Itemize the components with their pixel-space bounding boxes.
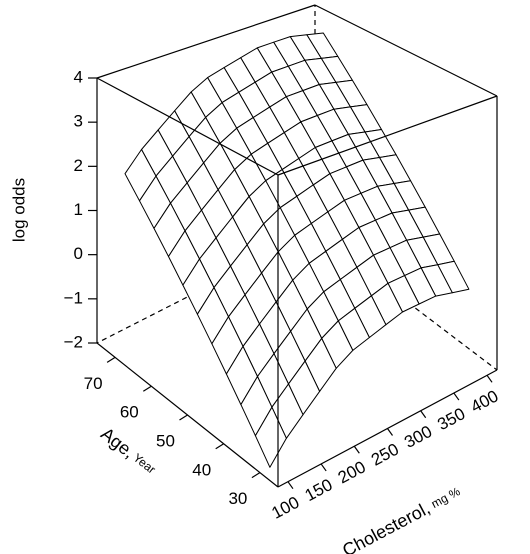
- box-edge: [96, 4, 316, 79]
- z-axis-label: log odds: [9, 178, 28, 242]
- x-axis-label-unit: mg %: [429, 484, 463, 511]
- x-tick-label: 250: [368, 440, 402, 470]
- z-tick-label: 1: [74, 200, 83, 219]
- z-tick-label: 3: [74, 112, 83, 131]
- x-tick: [353, 445, 360, 454]
- z-tick-label: 2: [74, 156, 83, 175]
- x-tick-label: 200: [335, 457, 369, 487]
- x-tick-label: 300: [401, 422, 435, 452]
- x-tick: [387, 428, 393, 436]
- box-edge: [277, 95, 498, 176]
- y-axis-label-name: Age,: [97, 423, 138, 462]
- surface-cell: [254, 406, 287, 468]
- x-axis-label-name: Cholesterol,: [339, 498, 433, 554]
- x-tick-label: 150: [302, 475, 336, 505]
- x-tick: [320, 463, 327, 472]
- x-tick-label: 350: [434, 404, 468, 434]
- y-tick: [106, 356, 116, 363]
- x-tick-label: 400: [468, 386, 502, 416]
- box-edge: [314, 4, 498, 97]
- y-axis-label-unit: Year: [130, 451, 158, 477]
- x-tick: [420, 410, 427, 419]
- y-tick: [215, 443, 225, 450]
- y-axis-label: Age,Year: [97, 423, 160, 478]
- y-tick-label: 30: [228, 489, 247, 508]
- y-tick: [142, 385, 152, 392]
- x-tick: [287, 481, 294, 490]
- x-tick: [453, 392, 460, 401]
- z-tick-label: 4: [74, 67, 83, 86]
- y-tick: [179, 414, 188, 421]
- y-tick-label: 60: [120, 403, 139, 422]
- z-tick-label: −1: [64, 288, 83, 307]
- z-tick-label: 0: [74, 244, 83, 263]
- x-tick: [486, 374, 493, 383]
- box-edge: [96, 77, 279, 176]
- surface: [124, 32, 470, 468]
- x-tick-label: 100: [268, 493, 302, 523]
- y-tick-label: 50: [156, 431, 175, 450]
- y-tick-label: 70: [84, 374, 103, 393]
- y-tick-label: 40: [192, 460, 211, 479]
- z-tick-label: −2: [64, 332, 83, 351]
- y-tick: [251, 472, 261, 479]
- x-axis-label: Cholesterol,mg %: [339, 481, 464, 554]
